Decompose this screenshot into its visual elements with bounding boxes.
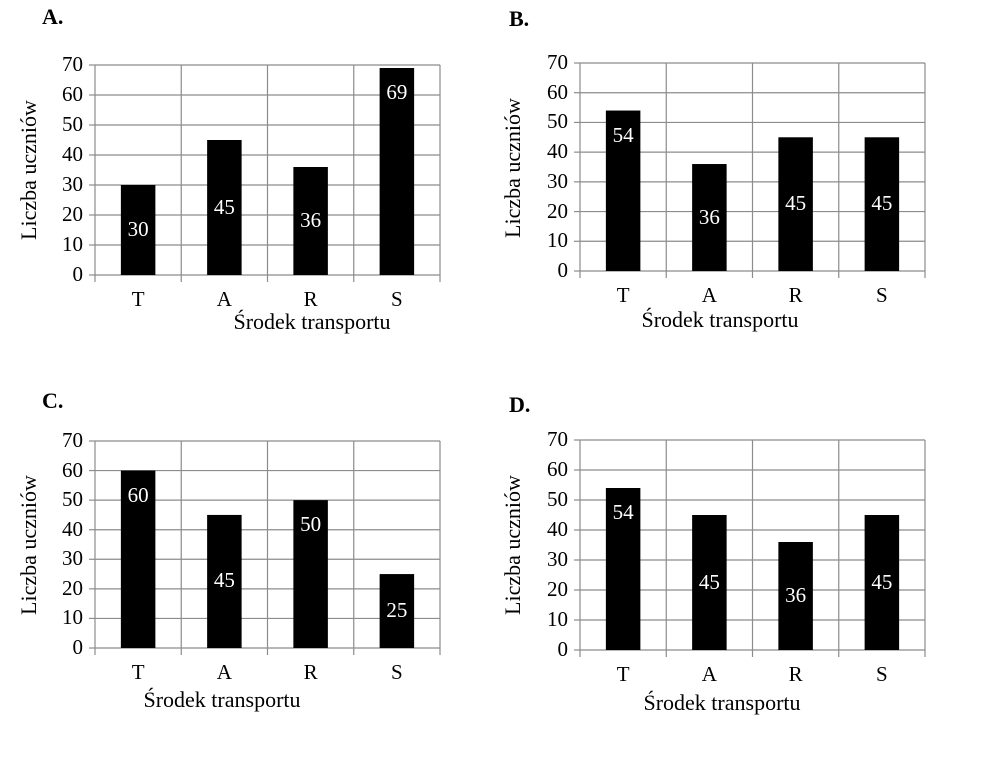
data-label: 36 <box>785 583 807 607</box>
y-tick-label: 20 <box>547 198 568 223</box>
y-tick-label: 60 <box>62 457 83 482</box>
panel-label: C. <box>42 388 64 413</box>
x-tick-label: A <box>701 283 717 307</box>
y-tick-label: 30 <box>62 172 83 196</box>
bar-T <box>605 488 641 650</box>
x-tick-label: R <box>303 287 318 311</box>
data-label: 30 <box>127 217 149 241</box>
y-tick-label: 20 <box>62 575 83 600</box>
bar-T <box>120 185 156 275</box>
y-tick-label: 60 <box>547 457 568 481</box>
x-tick-label: T <box>616 283 630 307</box>
x-axis-label: Środek transportu <box>641 307 799 332</box>
y-tick-label: 70 <box>547 427 568 451</box>
y-tick-label: 70 <box>62 52 83 76</box>
x-tick-label: A <box>701 662 717 686</box>
data-label: 45 <box>871 191 893 216</box>
y-tick-label: 60 <box>547 79 568 104</box>
bar-S <box>379 68 415 275</box>
x-tick-label: T <box>131 660 145 684</box>
y-tick-label: 40 <box>62 142 83 166</box>
panel-label: D. <box>509 392 531 417</box>
bar-R <box>293 500 328 648</box>
y-axis-label: Liczba uczniów <box>499 475 525 615</box>
panel-label: B. <box>509 6 530 31</box>
y-tick-label: 50 <box>547 487 568 511</box>
data-label: 54 <box>612 122 634 147</box>
x-tick-label: R <box>788 283 803 307</box>
y-tick-label: 20 <box>547 577 568 601</box>
bar-R <box>293 167 328 275</box>
bar-S <box>864 137 900 271</box>
panel-label: A. <box>42 4 64 29</box>
bar-A <box>692 515 727 650</box>
y-tick-label: 20 <box>62 202 83 226</box>
data-label: 36 <box>300 208 322 232</box>
x-axis-label: Środek transportu <box>143 687 301 712</box>
data-label: 45 <box>871 569 893 594</box>
y-tick-label: 10 <box>62 232 83 256</box>
y-tick-label: 50 <box>62 112 83 136</box>
y-tick-label: 50 <box>62 487 83 512</box>
y-tick-label: 40 <box>547 139 568 164</box>
bar-S <box>379 574 415 648</box>
data-label: 45 <box>213 194 235 219</box>
bar-A <box>692 164 727 271</box>
x-tick-label: R <box>303 660 318 684</box>
data-label: 36 <box>698 204 720 229</box>
data-label: 45 <box>698 569 720 594</box>
x-tick-label: T <box>616 662 630 686</box>
y-tick-label: 0 <box>72 635 84 659</box>
y-tick-label: 0 <box>557 258 569 282</box>
y-tick-label: 50 <box>547 109 568 134</box>
data-label: 45 <box>213 568 235 593</box>
bar-R <box>778 137 813 271</box>
x-tick-label: S <box>391 287 403 311</box>
y-tick-label: 60 <box>62 82 83 106</box>
y-tick-label: 30 <box>547 168 568 193</box>
y-tick-label: 70 <box>62 428 83 452</box>
y-tick-label: 10 <box>547 607 568 631</box>
bar-S <box>864 515 900 650</box>
x-tick-label: S <box>391 660 403 684</box>
x-tick-label: A <box>216 287 232 311</box>
x-tick-label: S <box>876 662 888 686</box>
data-label: 25 <box>386 598 408 623</box>
x-tick-label: R <box>788 662 803 686</box>
data-label: 54 <box>612 500 634 524</box>
data-label: 60 <box>127 482 149 507</box>
x-axis-label: Środek transportu <box>233 309 391 334</box>
y-tick-label: 40 <box>62 516 83 541</box>
bar-T <box>120 470 156 648</box>
y-tick-label: 30 <box>62 546 83 571</box>
y-tick-label: 30 <box>547 547 568 571</box>
y-tick-label: 70 <box>547 50 568 74</box>
bar-A <box>207 514 242 648</box>
x-tick-label: S <box>876 283 888 307</box>
y-tick-label: 0 <box>557 637 569 661</box>
bar-T <box>605 110 641 272</box>
data-label: 45 <box>785 191 807 216</box>
data-label: 50 <box>300 512 322 537</box>
x-tick-label: A <box>216 660 232 684</box>
y-tick-label: 40 <box>547 517 568 541</box>
y-tick-label: 10 <box>547 228 568 253</box>
x-axis-label: Środek transportu <box>643 690 801 715</box>
data-label: 69 <box>386 80 408 104</box>
y-tick-label: 0 <box>72 262 84 286</box>
x-tick-label: T <box>131 287 145 311</box>
y-tick-label: 10 <box>62 605 83 630</box>
bar-R <box>778 542 813 650</box>
bar-A <box>207 140 242 275</box>
